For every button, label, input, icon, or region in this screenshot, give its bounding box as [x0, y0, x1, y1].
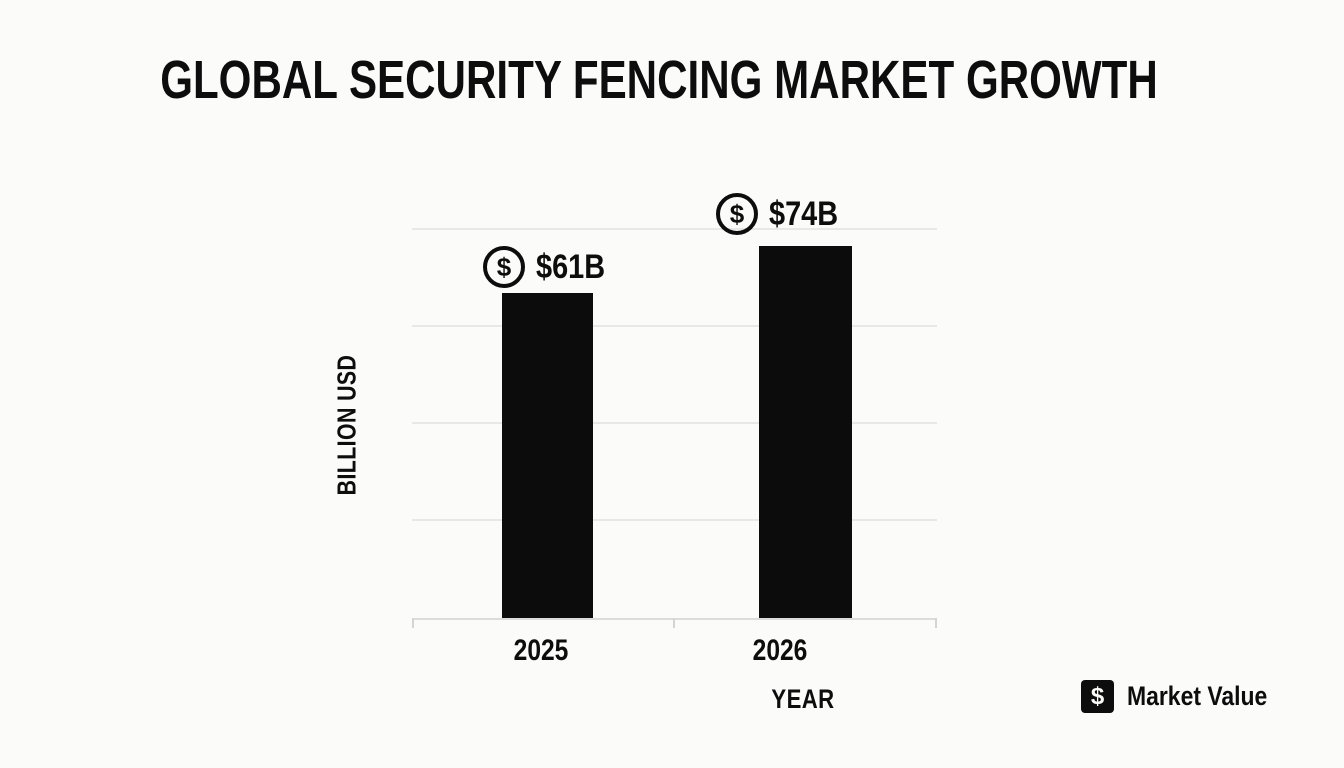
y-axis-label: BILLION USD — [331, 354, 362, 496]
chart-title: GLOBAL SECURITY FENCING MARKET GROWTH — [160, 50, 1158, 110]
dollar-glyph: $ — [1090, 682, 1105, 710]
dollar-circle-icon: $ — [483, 246, 525, 288]
gridline — [412, 325, 937, 327]
dollar-glyph: $ — [496, 252, 512, 282]
dollar-glyph: $ — [729, 199, 745, 229]
x-axis-label: YEAR — [771, 684, 835, 714]
bar-2025 — [502, 293, 593, 618]
plot-area: $ $61B $ $74B — [412, 193, 937, 628]
legend-label: Market Value — [1127, 681, 1268, 711]
gridline — [412, 228, 937, 230]
value-text: $61B — [536, 247, 606, 286]
x-axis-tick — [935, 618, 937, 628]
dollar-circle-icon: $ — [716, 193, 758, 235]
bar-2026 — [759, 246, 852, 618]
value-label-2025: $ $61B — [483, 246, 617, 288]
value-text: $74B — [769, 194, 839, 233]
x-axis-line — [412, 618, 937, 628]
gridline — [412, 422, 937, 424]
x-axis-tick — [412, 618, 414, 628]
dollar-square-icon: $ — [1081, 680, 1114, 713]
x-tick-label-2025: 2025 — [513, 634, 569, 667]
value-label-2026: $ $74B — [716, 193, 850, 235]
legend: $ Market Value — [1081, 680, 1292, 713]
x-tick-label-2026: 2026 — [752, 634, 808, 667]
x-axis-tick — [673, 618, 675, 628]
gridline — [412, 519, 937, 521]
